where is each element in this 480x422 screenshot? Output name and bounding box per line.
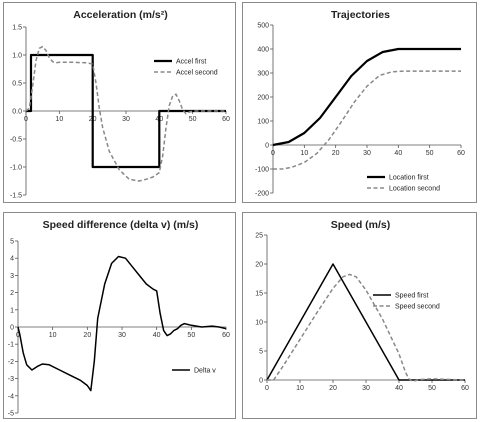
x-tick-label: 10 (296, 385, 304, 392)
x-tick-label: 60 (222, 116, 230, 123)
legend-label: Accel second (176, 70, 218, 77)
y-tick-label: 200 (257, 95, 269, 102)
y-tick-label: -1.0 (10, 165, 22, 172)
legend-label: Accel first (176, 59, 206, 66)
y-tick-label: 10 (255, 320, 263, 327)
trajectories-chart: Trajectories -200 -100 0 100 200 300 400 500 0 10 2… (255, 9, 465, 198)
legend-label: Speed first (395, 293, 429, 300)
acceleration-chart-panel: Acceleration (m/s²) -1.5 -1.0 -0.5 0.0 0.5 1.0… (3, 2, 236, 203)
x-tick-label: 10 (55, 116, 63, 123)
series-line-speed-second (267, 273, 466, 382)
y-tick-label: 0.5 (12, 81, 22, 88)
series-line-location-second (273, 70, 461, 170)
y-tick-label: 500 (257, 23, 269, 30)
x-tick-label: 20 (83, 332, 91, 339)
legend-label: Speed second (395, 304, 440, 311)
trajectories-chart-panel: Trajectories -200 -100 0 100 200 300 400 500 0 10 2… (242, 2, 477, 203)
y-tick-label: 3 (10, 273, 14, 280)
x-tick-label: 40 (153, 332, 161, 339)
y-tick-label: 25 (255, 233, 263, 240)
y-tick-label: -0.5 (10, 137, 22, 144)
y-tick-label: -4 (8, 393, 14, 400)
legend-label: Delta v (194, 368, 216, 375)
y-tick-label: 300 (257, 71, 269, 78)
x-tick-label: 50 (428, 385, 436, 392)
y-tick-label: 0.0 (12, 109, 22, 116)
y-tick-label: 1.5 (12, 25, 22, 32)
x-tick-label: 50 (426, 150, 434, 157)
chart-title: Speed difference (delta v) (m/s) (43, 219, 199, 231)
x-tick-label: 0 (16, 332, 20, 339)
legend-label: Location second (389, 186, 440, 193)
x-tick-label: 30 (363, 150, 371, 157)
x-tick-label: 10 (49, 332, 57, 339)
x-tick-label: 20 (329, 385, 337, 392)
x-tick-label: 0 (271, 150, 275, 157)
series-line-location-first (272, 47, 461, 147)
chart-title: Trajectories (331, 9, 390, 21)
x-tick-label: 60 (457, 150, 465, 157)
series-line-delta-v (17, 255, 227, 392)
speed-difference-chart: Speed difference (delta v) (m/s) -5 -4 -3 -2… (8, 219, 230, 418)
y-tick-label: 5 (10, 239, 14, 246)
legend-label: Location first (389, 175, 429, 182)
x-tick-label: 0 (265, 385, 269, 392)
x-tick-label: 40 (395, 385, 403, 392)
x-tick-label: 60 (222, 332, 230, 339)
y-tick-label: 5 (259, 349, 263, 356)
chart-title: Acceleration (m/s²) (73, 9, 168, 21)
y-tick-label: 400 (257, 47, 269, 54)
y-tick-label: -2 (8, 359, 14, 366)
y-tick-label: 2 (10, 290, 14, 297)
y-tick-label: 0 (265, 143, 269, 150)
y-tick-label: -1 (8, 342, 14, 349)
y-tick-label: 1.0 (12, 53, 22, 60)
y-tick-label: 4 (10, 256, 14, 263)
x-tick-label: 10 (300, 150, 308, 157)
series-line-speed-first (266, 263, 465, 381)
acceleration-chart: Acceleration (m/s²) -1.5 -1.0 -0.5 0.0 0.5 1.0… (10, 9, 230, 200)
x-tick-label: 0 (24, 116, 28, 123)
y-tick-label: 1 (10, 307, 14, 314)
y-tick-label: 15 (255, 291, 263, 298)
x-tick-label: 30 (122, 116, 130, 123)
x-tick-label: 60 (461, 385, 469, 392)
y-tick-label: -5 (8, 411, 14, 418)
x-tick-label: 30 (362, 385, 370, 392)
y-tick-label: 0 (259, 378, 263, 385)
x-tick-label: 20 (332, 150, 340, 157)
y-tick-label: 0 (10, 325, 14, 332)
speed-chart-panel: Speed (m/s) 0 5 10 15 20 25 0 10 20 30 40 50 60 Speed … (242, 212, 477, 419)
x-tick-label: 50 (189, 116, 197, 123)
y-tick-label: -1.5 (10, 193, 22, 200)
y-tick-label: -200 (255, 191, 269, 198)
y-tick-label: 20 (255, 262, 263, 269)
speed-chart: Speed (m/s) 0 5 10 15 20 25 0 10 20 30 40 50 60 Speed … (255, 219, 469, 392)
y-tick-label: -100 (255, 167, 269, 174)
x-tick-label: 50 (187, 332, 195, 339)
x-tick-label: 40 (394, 150, 402, 157)
series-line-accel-second (25, 45, 226, 182)
y-tick-label: 100 (257, 119, 269, 126)
x-tick-label: 30 (118, 332, 126, 339)
y-tick-label: -3 (8, 376, 14, 383)
speed-difference-chart-panel: Speed difference (delta v) (m/s) -5 -4 -3 -2… (3, 212, 236, 419)
chart-title: Speed (m/s) (331, 219, 391, 231)
